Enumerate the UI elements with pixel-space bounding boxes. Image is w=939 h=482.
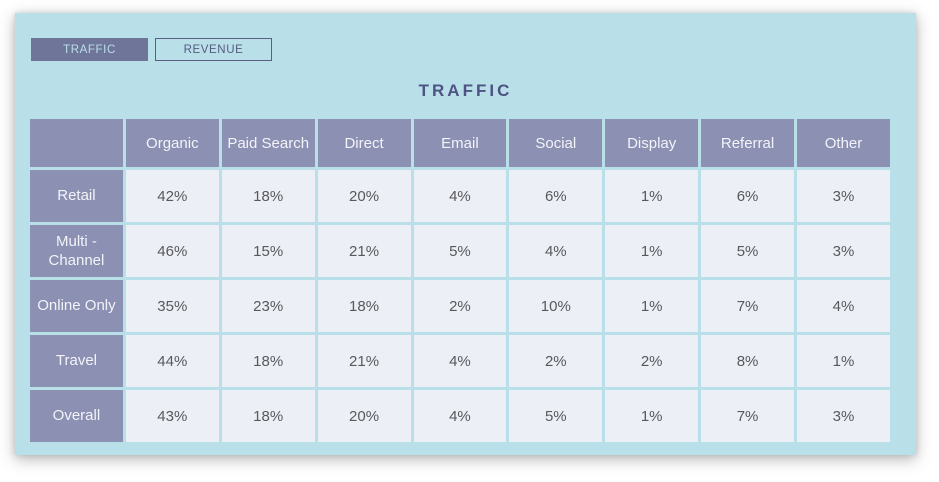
table-cell: 4% xyxy=(413,335,507,387)
column-header: Referral xyxy=(701,119,794,167)
table-cell: 44% xyxy=(125,335,219,387)
table-cell: 2% xyxy=(605,335,699,387)
table-cell: 6% xyxy=(701,170,794,222)
table-cell: 3% xyxy=(797,390,890,442)
traffic-widget-card: TRAFFIC REVENUE TRAFFIC Organic Paid Sear… xyxy=(15,13,916,455)
table-cell: 10% xyxy=(509,280,603,332)
table-cell: 18% xyxy=(221,335,315,387)
table-cell: 43% xyxy=(125,390,219,442)
table-cell: 4% xyxy=(413,170,507,222)
table-cell: 7% xyxy=(701,280,794,332)
table-cell: 5% xyxy=(509,390,603,442)
row-header: Online Only xyxy=(30,280,123,332)
table-header: Organic Paid Search Direct Email Social Displ… xyxy=(30,119,890,167)
table-cell: 18% xyxy=(221,390,315,442)
table-cell: 2% xyxy=(509,335,603,387)
table-cell: 42% xyxy=(125,170,219,222)
row-header: Multi - Channel xyxy=(30,225,123,277)
table-row: Overall 43% 18% 20% 4% 5% 1% 7% 3% xyxy=(30,390,890,442)
table-row: Travel 44% 18% 21% 4% 2% 2% 8% 1% xyxy=(30,335,890,387)
table-cell: 23% xyxy=(221,280,315,332)
row-header: Travel xyxy=(30,335,123,387)
table-cell: 2% xyxy=(413,280,507,332)
table-cell: 5% xyxy=(701,225,794,277)
column-header: Direct xyxy=(317,119,411,167)
table-body: Retail 42% 18% 20% 4% 6% 1% 6% 3% Multi - Channel… xyxy=(30,170,890,442)
column-header: Organic xyxy=(125,119,219,167)
column-header: Social xyxy=(509,119,603,167)
table-cell: 1% xyxy=(605,225,699,277)
table-row: Online Only 35% 23% 18% 2% 10% 1% 7% 4% xyxy=(30,280,890,332)
table-cell: 1% xyxy=(605,280,699,332)
corner-header-cell xyxy=(30,119,123,167)
table-cell: 20% xyxy=(317,170,411,222)
table-cell: 21% xyxy=(317,335,411,387)
column-header: Display xyxy=(605,119,699,167)
table-cell: 4% xyxy=(413,390,507,442)
table-cell: 8% xyxy=(701,335,794,387)
tab-revenue[interactable]: REVENUE xyxy=(155,38,272,61)
column-header: Other xyxy=(797,119,890,167)
table-cell: 18% xyxy=(317,280,411,332)
table-cell: 15% xyxy=(221,225,315,277)
table-cell: 1% xyxy=(797,335,890,387)
table-cell: 35% xyxy=(125,280,219,332)
table-cell: 4% xyxy=(797,280,890,332)
tab-traffic[interactable]: TRAFFIC xyxy=(31,38,148,61)
table-cell: 6% xyxy=(509,170,603,222)
header-row: Organic Paid Search Direct Email Social Displ… xyxy=(30,119,890,167)
row-header: Overall xyxy=(30,390,123,442)
table-cell: 21% xyxy=(317,225,411,277)
table-cell: 4% xyxy=(509,225,603,277)
table-cell: 3% xyxy=(797,170,890,222)
table-cell: 3% xyxy=(797,225,890,277)
table-cell: 7% xyxy=(701,390,794,442)
table-row: Retail 42% 18% 20% 4% 6% 1% 6% 3% xyxy=(30,170,890,222)
table-cell: 1% xyxy=(605,170,699,222)
table-cell: 18% xyxy=(221,170,315,222)
table-cell: 46% xyxy=(125,225,219,277)
table-cell: 5% xyxy=(413,225,507,277)
table-cell: 20% xyxy=(317,390,411,442)
table-row: Multi - Channel 46% 15% 21% 5% 4% 1% 5% 3% xyxy=(30,225,890,277)
column-header: Email xyxy=(413,119,507,167)
table-cell: 1% xyxy=(605,390,699,442)
column-header: Paid Search xyxy=(221,119,315,167)
tab-bar: TRAFFIC REVENUE xyxy=(31,38,272,61)
page-title: TRAFFIC xyxy=(418,81,513,100)
traffic-table: Organic Paid Search Direct Email Social Displ… xyxy=(27,116,893,445)
row-header: Retail xyxy=(30,170,123,222)
